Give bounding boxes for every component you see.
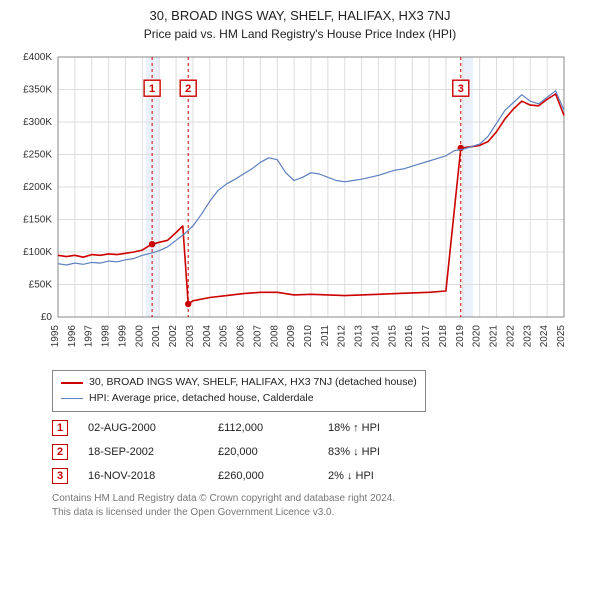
- svg-text:1997: 1997: [84, 325, 95, 348]
- svg-text:£100K: £100K: [23, 247, 52, 258]
- legend-row-price-paid: 30, BROAD INGS WAY, SHELF, HALIFAX, HX3 …: [61, 375, 417, 391]
- legend: 30, BROAD INGS WAY, SHELF, HALIFAX, HX3 …: [52, 370, 426, 412]
- svg-text:2022: 2022: [505, 325, 516, 348]
- svg-text:2012: 2012: [337, 325, 348, 348]
- svg-text:£300K: £300K: [23, 117, 52, 128]
- event-delta: 2% ↓ HPI: [328, 470, 418, 482]
- svg-text:2006: 2006: [236, 325, 247, 348]
- svg-text:2004: 2004: [202, 325, 213, 348]
- event-row: 2 18-SEP-2002 £20,000 83% ↓ HPI: [52, 444, 588, 460]
- svg-text:£350K: £350K: [23, 85, 52, 96]
- event-row: 3 16-NOV-2018 £260,000 2% ↓ HPI: [52, 468, 588, 484]
- event-marker: 2: [52, 444, 68, 460]
- svg-text:£50K: £50K: [29, 280, 53, 291]
- event-date: 16-NOV-2018: [88, 470, 198, 482]
- svg-text:2017: 2017: [421, 325, 432, 348]
- svg-text:£0: £0: [41, 312, 53, 323]
- svg-text:2021: 2021: [489, 325, 500, 348]
- svg-text:£200K: £200K: [23, 182, 52, 193]
- event-delta: 83% ↓ HPI: [328, 446, 418, 458]
- legend-row-hpi: HPI: Average price, detached house, Cald…: [61, 391, 417, 407]
- event-row: 1 02-AUG-2000 £112,000 18% ↑ HPI: [52, 420, 588, 436]
- event-delta: 18% ↑ HPI: [328, 422, 418, 434]
- svg-text:1995: 1995: [50, 325, 61, 348]
- footer-line-2: This data is licensed under the Open Gov…: [52, 506, 588, 520]
- svg-text:2019: 2019: [455, 325, 466, 348]
- footer: Contains HM Land Registry data © Crown c…: [52, 492, 588, 520]
- svg-text:2005: 2005: [219, 325, 230, 348]
- event-date: 18-SEP-2002: [88, 446, 198, 458]
- event-price: £20,000: [218, 446, 308, 458]
- svg-text:£250K: £250K: [23, 150, 52, 161]
- legend-swatch-price-paid: [61, 382, 83, 384]
- footer-line-1: Contains HM Land Registry data © Crown c…: [52, 492, 588, 506]
- svg-text:£400K: £400K: [23, 52, 52, 63]
- svg-text:2020: 2020: [472, 325, 483, 348]
- events-table: 1 02-AUG-2000 £112,000 18% ↑ HPI 2 18-SEP-200…: [52, 420, 588, 484]
- legend-swatch-hpi: [61, 398, 83, 399]
- event-marker: 3: [52, 468, 68, 484]
- svg-text:1998: 1998: [101, 325, 112, 348]
- svg-text:2013: 2013: [354, 325, 365, 348]
- event-price: £260,000: [218, 470, 308, 482]
- chart-svg: £0 £50K £100K £150K £200K £250K £300K £350K £400…: [12, 47, 572, 357]
- line-chart: £0 £50K £100K £150K £200K £250K £300K £350K £400…: [12, 47, 588, 362]
- svg-text:2009: 2009: [286, 325, 297, 348]
- svg-text:1996: 1996: [67, 325, 78, 348]
- svg-text:2011: 2011: [320, 325, 331, 347]
- chart-title: 30, BROAD INGS WAY, SHELF, HALIFAX, HX3 …: [12, 8, 588, 23]
- svg-text:£150K: £150K: [23, 215, 52, 226]
- svg-text:2018: 2018: [438, 325, 449, 348]
- svg-text:2025: 2025: [556, 325, 567, 348]
- svg-text:2000: 2000: [134, 325, 145, 348]
- svg-text:2007: 2007: [252, 325, 263, 348]
- svg-text:2015: 2015: [387, 325, 398, 348]
- svg-text:2023: 2023: [522, 325, 533, 348]
- event-date: 02-AUG-2000: [88, 422, 198, 434]
- svg-text:2024: 2024: [539, 325, 550, 348]
- svg-text:2016: 2016: [404, 325, 415, 348]
- svg-text:2014: 2014: [370, 325, 381, 348]
- legend-label-price-paid: 30, BROAD INGS WAY, SHELF, HALIFAX, HX3 …: [89, 375, 417, 391]
- svg-text:2: 2: [185, 83, 191, 95]
- chart-subtitle: Price paid vs. HM Land Registry's House …: [12, 27, 588, 41]
- svg-text:2001: 2001: [151, 325, 162, 348]
- svg-text:1999: 1999: [117, 325, 128, 348]
- event-price: £112,000: [218, 422, 308, 434]
- svg-text:3: 3: [458, 83, 464, 95]
- svg-text:2010: 2010: [303, 325, 314, 348]
- svg-text:2003: 2003: [185, 325, 196, 348]
- chart-container: 30, BROAD INGS WAY, SHELF, HALIFAX, HX3 …: [0, 0, 600, 530]
- legend-label-hpi: HPI: Average price, detached house, Cald…: [89, 391, 314, 407]
- event-marker: 1: [52, 420, 68, 436]
- svg-text:1: 1: [149, 83, 155, 95]
- svg-text:2008: 2008: [269, 325, 280, 348]
- svg-text:2002: 2002: [168, 325, 179, 348]
